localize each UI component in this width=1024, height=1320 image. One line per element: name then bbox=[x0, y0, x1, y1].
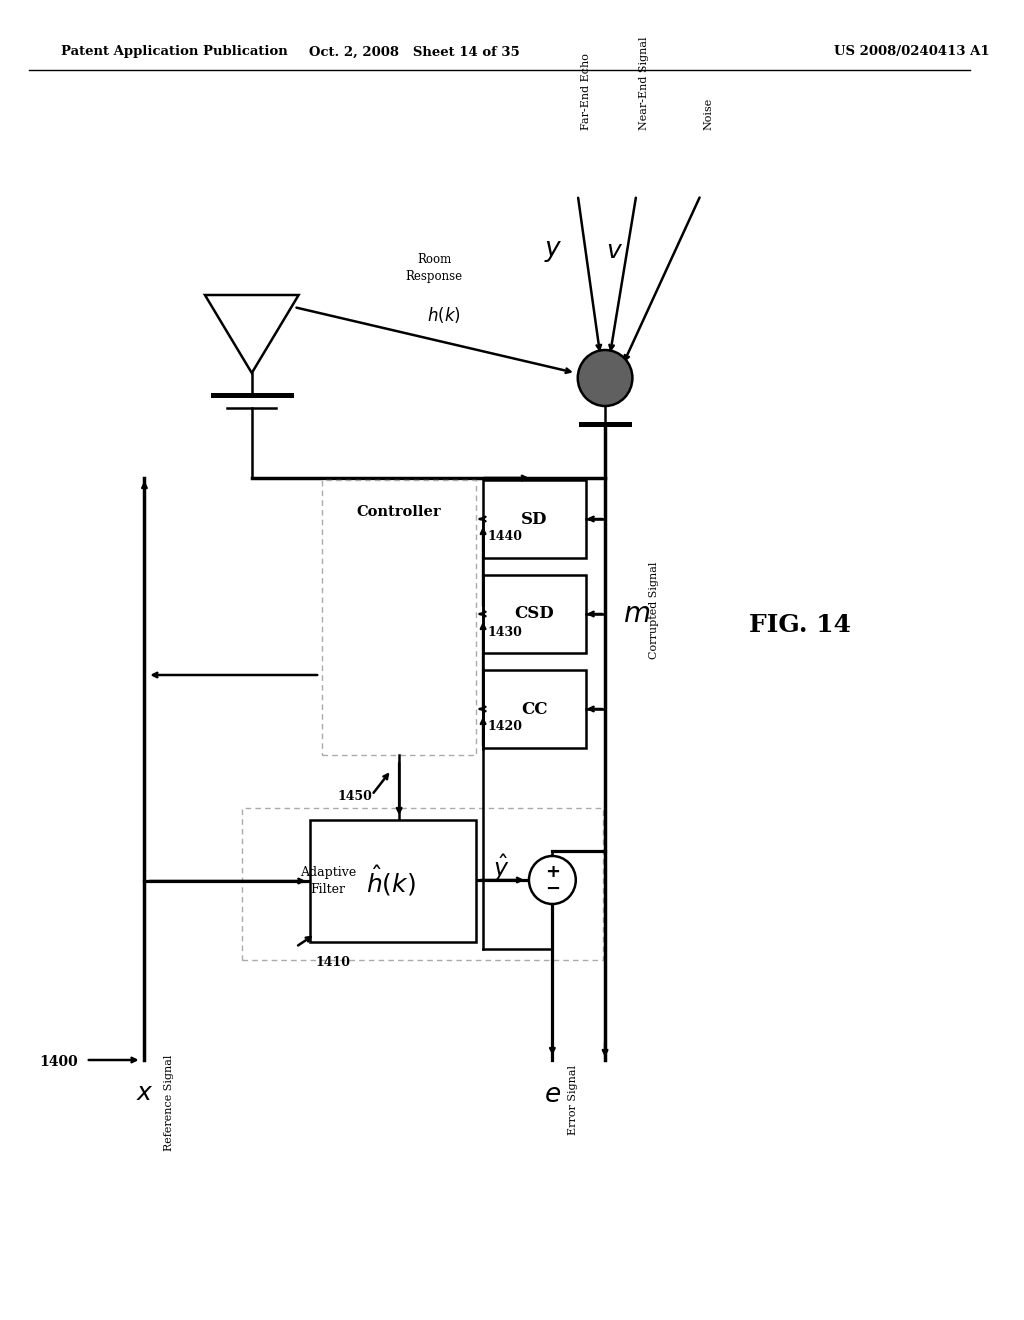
Text: $v$: $v$ bbox=[606, 240, 624, 264]
Text: $y$: $y$ bbox=[544, 239, 562, 264]
Text: Room
Response: Room Response bbox=[406, 253, 463, 282]
Text: Adaptive
Filter: Adaptive Filter bbox=[300, 866, 356, 896]
Text: 1430: 1430 bbox=[488, 626, 523, 639]
Bar bbox=[242, 808, 603, 960]
Text: CC: CC bbox=[521, 701, 548, 718]
Text: FIG. 14: FIG. 14 bbox=[750, 612, 851, 638]
Text: Near-End Signal: Near-End Signal bbox=[639, 37, 649, 129]
Circle shape bbox=[529, 855, 575, 904]
Text: 1450: 1450 bbox=[338, 791, 373, 804]
Text: $\hat{y}$: $\hat{y}$ bbox=[494, 853, 510, 883]
Circle shape bbox=[578, 350, 633, 407]
Text: US 2008/0240413 A1: US 2008/0240413 A1 bbox=[835, 45, 990, 58]
Text: 1420: 1420 bbox=[488, 721, 523, 734]
Text: −: − bbox=[545, 880, 560, 898]
Text: 1440: 1440 bbox=[488, 531, 523, 544]
Text: $e$: $e$ bbox=[544, 1082, 561, 1107]
Text: Oct. 2, 2008   Sheet 14 of 35: Oct. 2, 2008 Sheet 14 of 35 bbox=[309, 45, 520, 58]
Text: $\hat{h}(k)$: $\hat{h}(k)$ bbox=[366, 863, 415, 899]
Bar bbox=[483, 576, 586, 653]
Text: Reference Signal: Reference Signal bbox=[164, 1055, 174, 1151]
Bar bbox=[483, 480, 586, 558]
Text: Corrupted Signal: Corrupted Signal bbox=[649, 561, 659, 659]
Text: Noise: Noise bbox=[703, 98, 714, 129]
Text: Patent Application Publication: Patent Application Publication bbox=[60, 45, 288, 58]
Text: $h(k)$: $h(k)$ bbox=[427, 305, 461, 325]
Text: $m$: $m$ bbox=[623, 602, 650, 628]
Text: Error Signal: Error Signal bbox=[568, 1065, 578, 1135]
Text: Controller: Controller bbox=[356, 506, 441, 519]
Text: 1410: 1410 bbox=[315, 956, 350, 969]
Text: 1400: 1400 bbox=[39, 1055, 78, 1069]
Text: CSD: CSD bbox=[514, 606, 554, 623]
Text: SD: SD bbox=[521, 511, 548, 528]
Text: +: + bbox=[545, 863, 560, 880]
Text: $x$: $x$ bbox=[135, 1082, 154, 1105]
Bar bbox=[483, 671, 586, 748]
Text: Far-End Echo: Far-End Echo bbox=[581, 53, 591, 129]
Bar bbox=[323, 480, 476, 755]
Bar bbox=[310, 820, 476, 942]
